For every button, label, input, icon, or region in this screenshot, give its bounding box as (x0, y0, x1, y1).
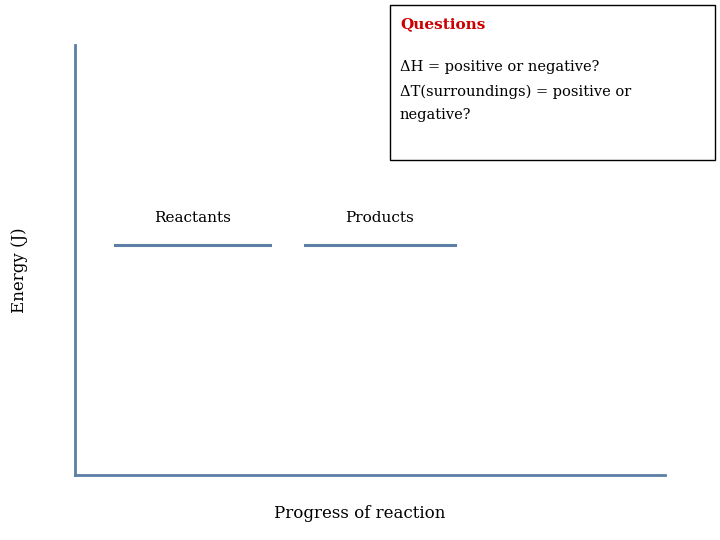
Text: Questions: Questions (400, 17, 485, 31)
Text: Products: Products (346, 211, 415, 225)
Text: Progress of reaction: Progress of reaction (274, 505, 446, 522)
Text: ΔH = positive or negative?: ΔH = positive or negative? (400, 60, 599, 74)
Text: Reactants: Reactants (154, 211, 231, 225)
Text: Energy (J): Energy (J) (12, 227, 29, 313)
Text: ΔT(surroundings) = positive or: ΔT(surroundings) = positive or (400, 85, 631, 99)
FancyBboxPatch shape (390, 5, 715, 160)
Text: negative?: negative? (400, 108, 472, 122)
